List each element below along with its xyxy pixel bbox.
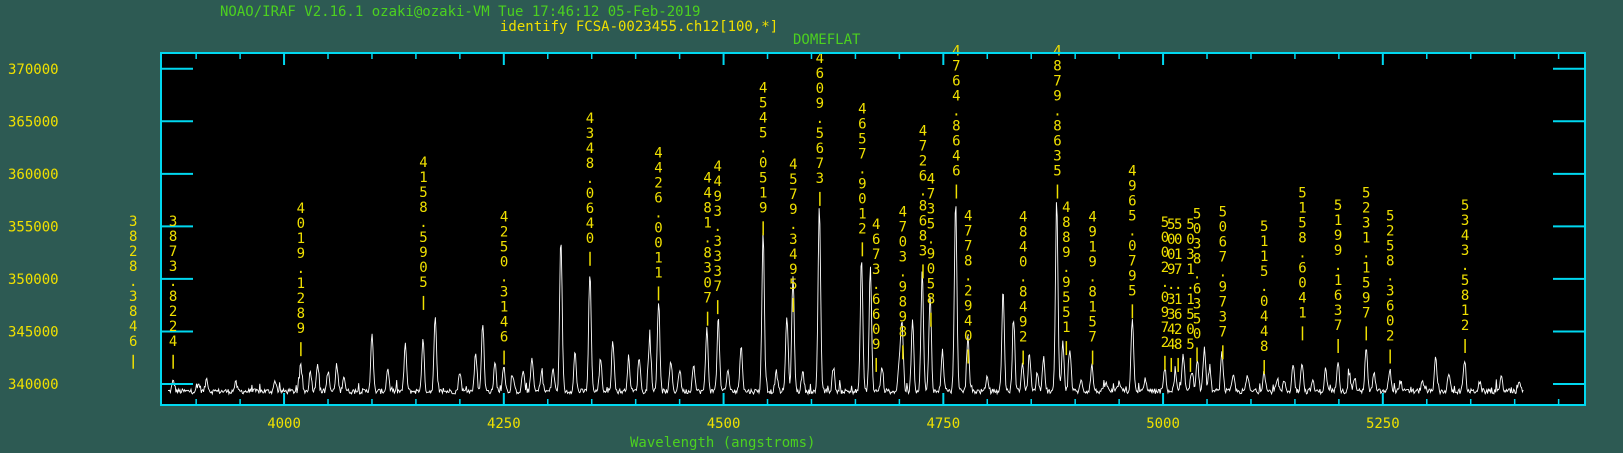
y-tick-label: 370000: [8, 62, 59, 78]
y-tick-label: 365000: [8, 114, 59, 130]
x-tick-label: 4750: [926, 416, 960, 432]
y-tick-label: 350000: [8, 272, 59, 288]
x-tick-label: 4500: [707, 416, 741, 432]
plot-frame: [160, 52, 1586, 406]
y-tick-label: 340000: [8, 377, 59, 393]
header-command: identify FCSA-0023455.ch12[100,*]: [500, 19, 779, 35]
y-tick-label: 345000: [8, 324, 59, 340]
x-tick-label: 5000: [1146, 416, 1180, 432]
x-tick-label: 4000: [267, 416, 301, 432]
x-tick-label: 4250: [487, 416, 521, 432]
header-title: NOAO/IRAF V2.16.1 ozaki@ozaki-VM Tue 17:…: [220, 4, 701, 20]
y-tick-label: 360000: [8, 167, 59, 183]
x-tick-label: 5250: [1366, 416, 1400, 432]
y-tick-label: 355000: [8, 219, 59, 235]
spectrum-line: [167, 202, 1524, 396]
x-axis-label: Wavelength (angstroms): [630, 435, 816, 451]
chart-title: DOMEFLAT: [793, 32, 861, 48]
plot-area: [161, 53, 1585, 405]
